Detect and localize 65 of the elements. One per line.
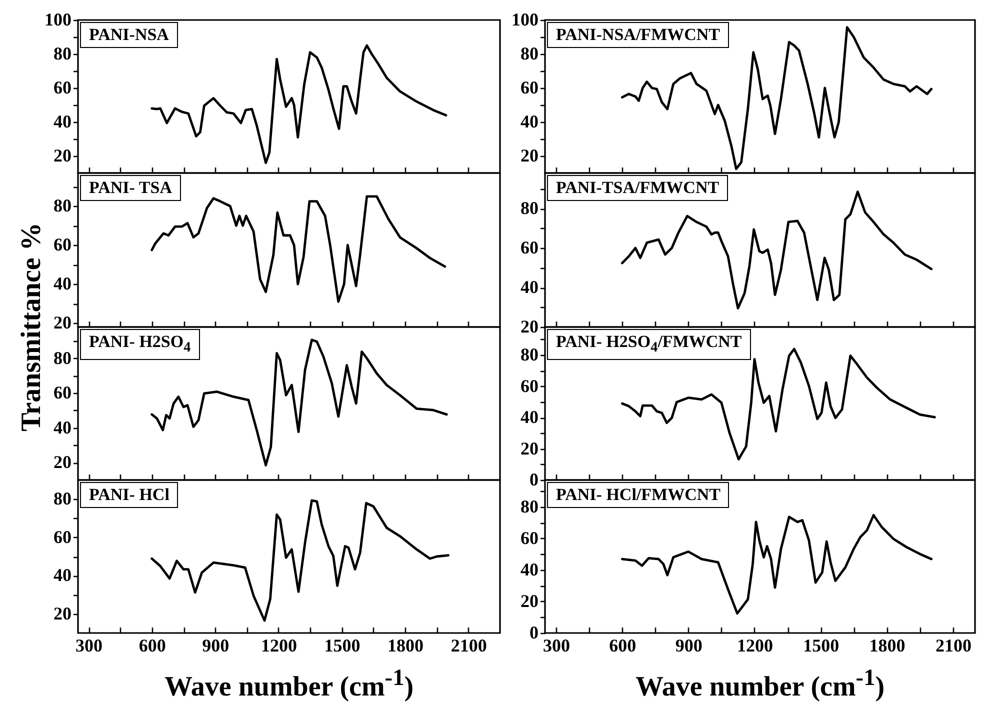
y-tick-label: 40 [54, 274, 72, 294]
x-tick-label: 300 [543, 636, 570, 656]
y-tick-label: 20 [520, 146, 538, 166]
y-tick-label: 60 [520, 78, 538, 98]
x-tick-label: 1200 [260, 636, 297, 656]
line-series [150, 44, 448, 164]
x-tick-label: 1800 [388, 636, 424, 656]
line-series [150, 499, 450, 622]
chart-title: PANI- H2SO$_{4}$/FMWCNT [547, 329, 751, 360]
y-tick-label: 60 [54, 234, 72, 255]
chart-title: PANI-NSA [80, 22, 178, 48]
y-tick-label: 80 [520, 44, 538, 64]
y-tick-label: 20 [54, 312, 72, 333]
y-tick-label: 0 [530, 622, 538, 642]
y-tick-label: 40 [54, 565, 72, 586]
x-tick-label: 900 [202, 636, 230, 656]
y-tick-label: 80 [54, 488, 72, 509]
y-tick-label: 60 [520, 238, 538, 258]
x-tick-label: 900 [675, 636, 702, 656]
y-tick-label: 80 [54, 348, 72, 368]
y-tick-label: 80 [520, 198, 538, 218]
x-tick-label: 1500 [324, 636, 360, 656]
x-axis-title: Wave number (cm$^{-1}$) [634, 664, 886, 702]
chart-title: PANI- HCl [80, 482, 178, 508]
y-tick-label: 60 [54, 526, 72, 547]
x-axis-title: Wave number (cm$^{-1}$) [163, 664, 415, 702]
y-tick-label: 20 [520, 438, 538, 458]
y-tick-label: 60 [54, 78, 72, 98]
x-tick-label: 300 [76, 636, 103, 656]
y-tick-label: 40 [54, 112, 72, 132]
chart-title: PANI- HCl/FMWCNT [547, 482, 730, 508]
x-tick-label: 600 [138, 636, 166, 656]
line-series [620, 514, 933, 615]
y-tick-label: 80 [54, 44, 72, 64]
y-tick-label: 40 [520, 559, 538, 580]
y-tick-label: 80 [520, 344, 538, 365]
chart-title: PANI- TSA [80, 175, 181, 201]
y-tick-label: 20 [54, 146, 72, 166]
y-tick-label: 100 [44, 10, 72, 30]
x-tick-label: 1800 [869, 636, 906, 656]
x-tick-label: 1200 [736, 636, 773, 656]
y-tick-label: 40 [520, 407, 538, 428]
y-tick-label: 60 [54, 382, 72, 403]
line-series [150, 195, 446, 303]
chart-title: PANI- H2SO$_{4}$ [80, 329, 200, 360]
y-tick-label: 60 [520, 376, 538, 396]
y-tick-label: 80 [520, 496, 538, 516]
x-tick-label: 2100 [935, 636, 972, 656]
y-tick-label: 40 [520, 277, 538, 298]
y-tick-label: 20 [54, 603, 72, 624]
y-tick-label: 80 [54, 196, 72, 216]
y-axis-title: Transmittance % [16, 222, 47, 432]
x-tick-label: 1500 [803, 636, 840, 656]
y-tick-label: 60 [520, 528, 538, 548]
x-tick-label: 2100 [450, 636, 487, 656]
y-tick-label: 100 [512, 10, 538, 30]
y-tick-label: 40 [520, 112, 538, 132]
y-tick-label: 20 [520, 590, 538, 611]
y-tick-label: 0 [530, 470, 538, 490]
y-tick-label: 20 [520, 316, 538, 336]
y-tick-label: 40 [54, 417, 72, 438]
x-tick-label: 600 [609, 636, 636, 656]
chart-title: PANI-TSA/FMWCNT [547, 175, 728, 201]
y-tick-label: 20 [54, 452, 72, 472]
chart-title: PANI-NSA/FMWCNT [547, 22, 730, 48]
